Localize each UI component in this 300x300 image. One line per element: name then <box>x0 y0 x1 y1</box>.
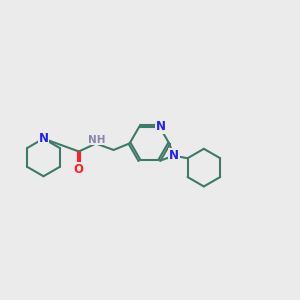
Text: NH: NH <box>88 135 105 145</box>
Text: O: O <box>74 163 84 176</box>
Text: N: N <box>169 149 179 162</box>
Text: N: N <box>38 132 49 145</box>
Text: N: N <box>156 120 166 133</box>
